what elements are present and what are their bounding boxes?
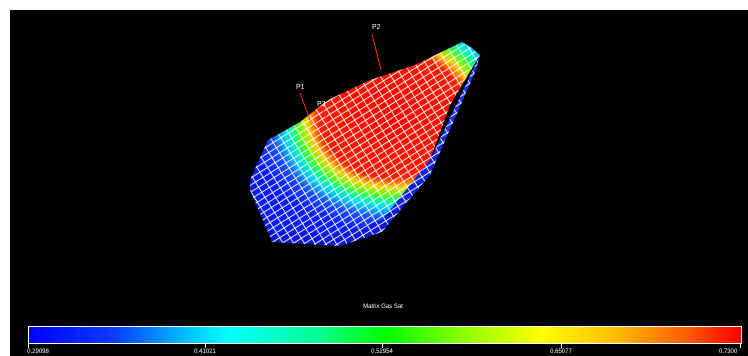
well-p2-trajectory[interactable] [371,33,382,71]
reservoir-top-grid [250,42,480,235]
colorbar-tick-label-max: 0.7300 [718,349,738,355]
well-label-p3[interactable]: P3 [317,101,326,108]
3d-render-canvas[interactable]: P2 P1 P3 Matrix Gas Sat 0.29098 0.41021 … [10,10,748,356]
reservoir-grid-model[interactable] [10,10,748,356]
colorbar-tick-label-min: 0.29098 [27,349,49,355]
well-p1-trajectory[interactable] [299,92,311,121]
colorbar-tick [740,344,741,348]
colorbar-tick-label-3: 0.52954 [371,349,393,355]
colorbar-tick [382,344,383,348]
colorbar-tick [205,344,206,348]
colorbar-legend [28,326,742,344]
colorbar-tick-label-4: 0.65077 [550,349,572,355]
well-p3-trajectory[interactable] [321,106,329,123]
colorbar-tick [561,344,562,348]
colorbar-title: Matrix Gas Sat [363,304,403,310]
well-label-p1[interactable]: P1 [296,84,305,91]
well-label-p2[interactable]: P2 [372,24,381,31]
colorbar-tick-label-2: 0.41021 [194,349,216,355]
colorbar-tick [28,344,29,348]
